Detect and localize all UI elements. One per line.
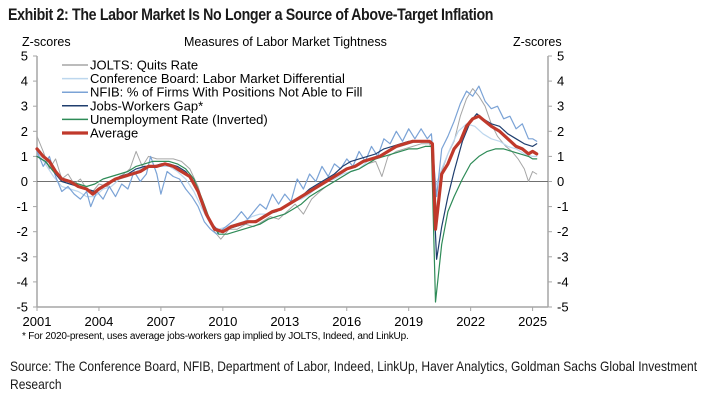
left-y-tick-label: -4 bbox=[16, 274, 28, 289]
left-y-tick-label: 2 bbox=[21, 124, 28, 139]
right-y-tick-label: -1 bbox=[557, 199, 569, 214]
right-y-tick-label: 0 bbox=[557, 174, 564, 189]
x-tick-label: 2022 bbox=[456, 314, 485, 329]
x-tick-label: 2004 bbox=[84, 314, 113, 329]
legend-label: Unemployment Rate (Inverted) bbox=[90, 112, 268, 127]
x-tick-label: 2016 bbox=[332, 314, 361, 329]
x-tick-label: 2013 bbox=[270, 314, 299, 329]
legend-label: NFIB: % of Firms With Positions Not Able… bbox=[90, 85, 362, 100]
left-y-tick-label: 5 bbox=[21, 49, 28, 64]
left-y-tick-label: 4 bbox=[21, 74, 28, 89]
left-y-tick-label: -1 bbox=[16, 199, 28, 214]
series-layer bbox=[35, 85, 539, 303]
right-y-tick-label: 4 bbox=[557, 74, 564, 89]
legend-label: Jobs-Workers Gap* bbox=[90, 98, 203, 113]
footnote: * For 2020-present, uses average jobs-wo… bbox=[22, 331, 409, 342]
left-y-tick-label: 0 bbox=[21, 174, 28, 189]
legend-label: JOLTS: Quits Rate bbox=[90, 58, 198, 73]
right-y-tick-label: 3 bbox=[557, 99, 564, 114]
right-axis-unit-label: Z-scores bbox=[513, 35, 562, 49]
legend-label: Conference Board: Labor Market Different… bbox=[90, 71, 345, 86]
right-y-tick-label: 5 bbox=[557, 49, 564, 64]
right-y-tick-label: 2 bbox=[557, 124, 564, 139]
series-unemployment-rate-inverted-line bbox=[36, 145, 538, 303]
right-y-tick-label: -5 bbox=[557, 300, 569, 315]
exhibit-title: Exhibit 2: The Labor Market Is No Longer… bbox=[8, 6, 494, 24]
left-y-tick-label: 1 bbox=[21, 149, 28, 164]
x-tick-label: 2001 bbox=[23, 314, 52, 329]
right-y-tick-label: -3 bbox=[557, 249, 569, 264]
chart-title: Measures of Labor Market Tightness bbox=[184, 35, 387, 49]
series-average-line bbox=[35, 114, 539, 234]
left-y-tick-label: -5 bbox=[16, 300, 28, 315]
right-y-tick-label: -2 bbox=[557, 224, 569, 239]
left-y-tick-label: -2 bbox=[16, 224, 28, 239]
source-note: Source: The Conference Board, NFIB, Depa… bbox=[10, 358, 698, 392]
left-y-tick-label: 3 bbox=[21, 99, 28, 114]
x-tick-label: 2010 bbox=[208, 314, 237, 329]
series-nfib-of-firms-with-positions-not-able-to-fill-line bbox=[36, 85, 538, 235]
right-y-tick-label: 1 bbox=[557, 149, 564, 164]
legend-label: Average bbox=[90, 126, 138, 141]
left-y-tick-label: -3 bbox=[16, 249, 28, 264]
right-y-tick-label: -4 bbox=[557, 274, 569, 289]
x-tick-label: 2025 bbox=[518, 314, 547, 329]
x-tick-label: 2019 bbox=[394, 314, 423, 329]
left-axis-unit-label: Z-scores bbox=[22, 35, 71, 49]
axes: -5 -5 -4 -4 -3 -3 -2 -2 -1 -1 0 0 1 1 2 2 3 3 4 4 5 5 2001 2004… bbox=[16, 49, 568, 330]
x-tick-label: 2007 bbox=[146, 314, 175, 329]
